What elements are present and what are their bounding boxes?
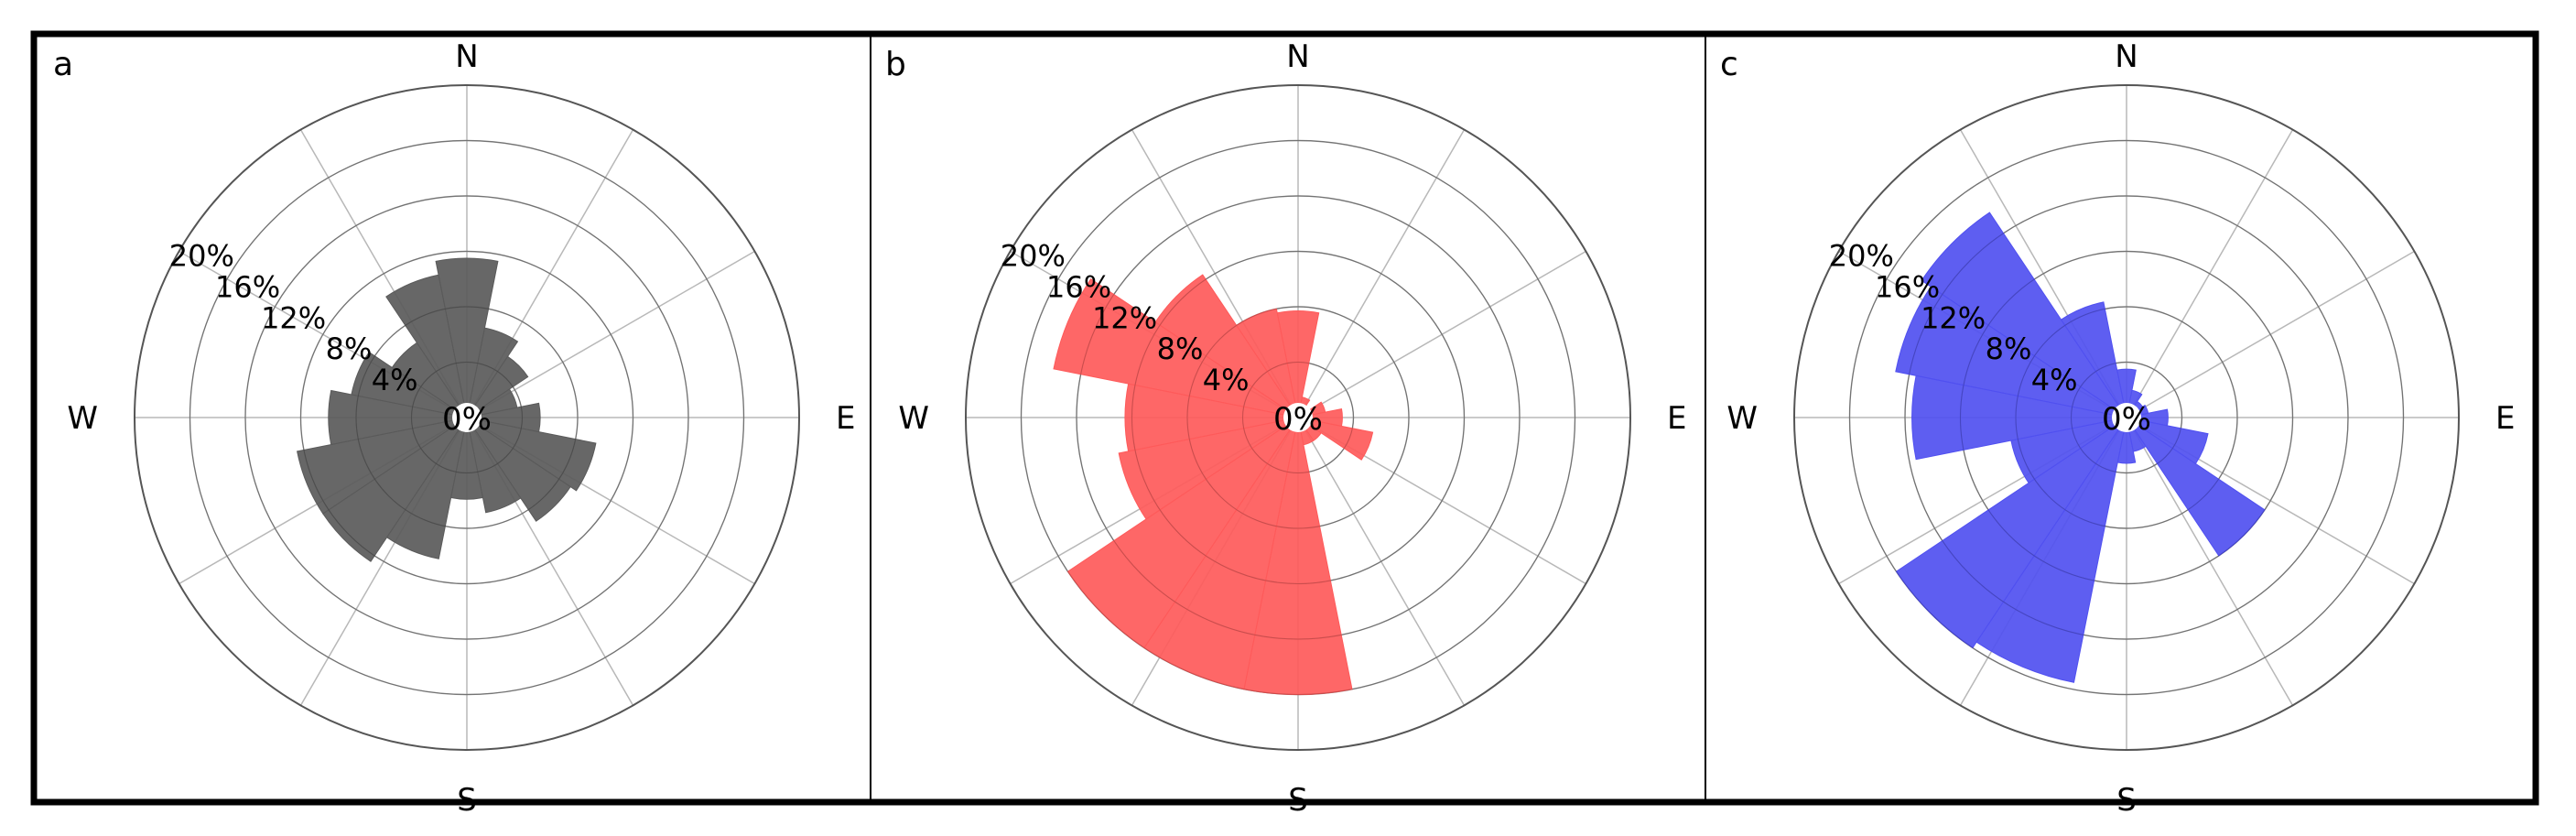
ring-gridline — [189, 139, 745, 696]
center-label: 0% — [1273, 401, 1323, 438]
windrose-bar — [1243, 417, 1353, 695]
windrose-bar — [2126, 417, 2266, 557]
windrose-bar — [466, 355, 529, 418]
center-hole — [2112, 403, 2141, 432]
compass-label-n: N — [455, 38, 478, 75]
ring-overlay — [2071, 362, 2182, 473]
compass-label-e: E — [1667, 400, 1686, 437]
ring-overlay — [2015, 306, 2238, 529]
windrose-bar — [1297, 417, 1374, 461]
windrose-bar — [385, 274, 468, 418]
compass-label-n: N — [1286, 38, 1309, 75]
center-label: 0% — [442, 401, 492, 438]
windrose-bar — [1154, 274, 1299, 418]
ring-overlay — [1186, 306, 1410, 529]
ring-label: 16% — [1046, 269, 1111, 304]
ring-label: 16% — [215, 269, 280, 304]
windrose-bar — [297, 417, 468, 515]
compass-label-w: W — [67, 400, 98, 437]
panel-label: b — [885, 46, 906, 83]
ring-overlay — [1960, 251, 2293, 584]
windrose-bar — [1975, 417, 2127, 683]
center-hole — [1283, 403, 1313, 432]
ring-label: 8% — [326, 331, 373, 366]
outer-ring — [1793, 84, 2460, 751]
ring-label: 20% — [169, 239, 234, 274]
windrose-bar — [1143, 417, 1299, 690]
compass-label-s: S — [1288, 782, 1308, 819]
ring-overlay — [355, 306, 579, 529]
panel-label: a — [53, 46, 73, 83]
compass-label-w: W — [898, 400, 929, 437]
ring-label: 4% — [1203, 363, 1250, 397]
windrose-panel-a: a 0% 4%8%12%16%20% N E S W — [53, 38, 855, 819]
windrose-bar — [351, 351, 468, 418]
ring-gridline — [1904, 195, 2349, 640]
windrose-bar — [1236, 308, 1299, 418]
windrose-bar — [435, 257, 499, 418]
ring-label: 4% — [2031, 363, 2078, 397]
ring-overlay — [1904, 195, 2349, 640]
ring-overlay — [1076, 195, 1521, 640]
windrose-bar — [2060, 301, 2127, 418]
compass-label-s: S — [457, 782, 477, 819]
panel-label: c — [1720, 46, 1738, 83]
compass-label-w: W — [1726, 400, 1758, 437]
ring-overlay — [189, 140, 744, 695]
windrose-bar — [466, 417, 522, 514]
windrose-bar — [466, 327, 519, 418]
ring-label: 20% — [1829, 239, 1894, 274]
ring-gridline — [1848, 139, 2405, 696]
outer-ring — [134, 84, 800, 751]
compass-label-n: N — [2115, 38, 2138, 75]
center-hole — [452, 403, 482, 432]
ring-overlay — [1021, 140, 1575, 695]
ring-overlay — [411, 362, 523, 473]
windrose-bar — [466, 417, 597, 492]
ring-label: 12% — [261, 300, 326, 335]
windrose-bar — [1921, 212, 2127, 418]
ring-overlay — [1242, 362, 1354, 473]
compass-label-s: S — [2116, 782, 2137, 819]
outer-ring — [965, 84, 1631, 751]
ring-overlay — [1131, 251, 1465, 584]
windrose-bar — [1066, 417, 1299, 649]
compass-label-e: E — [2495, 400, 2515, 437]
ring-label: 8% — [1157, 331, 1204, 366]
ring-label: 12% — [1921, 300, 1986, 335]
ring-overlay — [244, 195, 689, 640]
windrose-panel-c: c 0% 4%8%12%16%20% N E S W — [1720, 38, 2515, 819]
ring-gridline — [244, 195, 689, 640]
windrose-bar — [466, 417, 571, 522]
windrose-bar — [1118, 417, 1299, 520]
center-label: 0% — [2102, 401, 2151, 438]
compass-label-e: E — [836, 400, 855, 437]
windrose-panel-b: b 0% 4%8%12%16%20% N E S W — [885, 38, 1686, 819]
ring-label: 12% — [1092, 300, 1157, 335]
ring-overlay — [300, 251, 633, 584]
windrose-bar — [1053, 278, 1299, 418]
ring-label: 16% — [1875, 269, 1940, 304]
ring-label: 4% — [372, 363, 418, 397]
ring-overlay — [1849, 140, 2404, 695]
ring-label: 8% — [1986, 331, 2032, 366]
ring-gridline — [299, 250, 634, 585]
ring-label: 20% — [1001, 239, 1066, 274]
windrose-bar — [1895, 417, 2127, 649]
windrose-bar — [328, 389, 468, 446]
